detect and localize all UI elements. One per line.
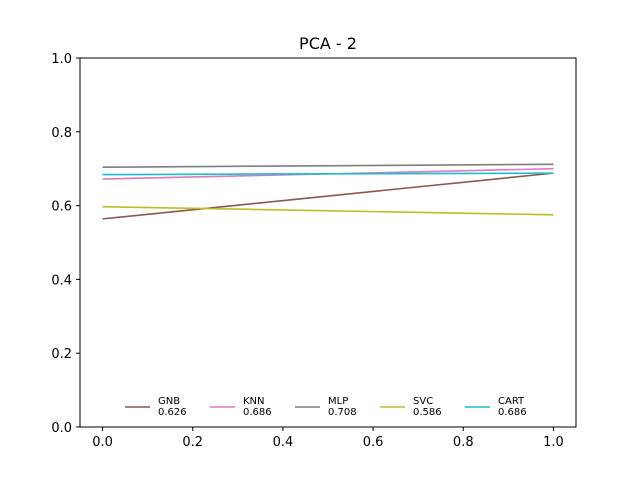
chart-title: PCA - 2 xyxy=(299,34,357,53)
x-tick-label: 1.0 xyxy=(543,435,564,450)
legend: GNB0.626KNN0.686MLP0.708SVC0.586CART0.68… xyxy=(125,396,527,418)
y-tick-label: 0.6 xyxy=(51,200,72,215)
x-tick-label: 0.6 xyxy=(363,435,384,450)
y-tick-label: 0.2 xyxy=(51,347,72,362)
legend-score-mlp: 0.708 xyxy=(328,407,357,418)
x-tick-label: 0.4 xyxy=(273,435,294,450)
series-line-gnb xyxy=(102,172,554,220)
legend-score-gnb: 0.626 xyxy=(158,407,187,418)
legend-name-gnb: GNB xyxy=(158,396,180,407)
x-tick-label: 0.0 xyxy=(92,435,113,450)
series-line-cart xyxy=(102,172,554,176)
x-tick-label: 0.2 xyxy=(182,435,203,450)
x-axis: 0.0 0.2 0.4 0.6 0.8 1.0 xyxy=(92,427,564,450)
series-line-mlp xyxy=(102,163,554,169)
series-line-svc xyxy=(102,205,554,216)
series-layer xyxy=(102,163,554,220)
x-tick-label: 0.8 xyxy=(453,435,474,450)
legend-name-mlp: MLP xyxy=(328,396,348,407)
legend-name-cart: CART xyxy=(498,396,525,407)
legend-score-knn: 0.686 xyxy=(243,407,272,418)
y-tick-label: 0.4 xyxy=(51,273,72,288)
legend-score-cart: 0.686 xyxy=(498,407,527,418)
plot-frame xyxy=(79,57,577,428)
legend-name-knn: KNN xyxy=(243,396,265,407)
y-tick-label: 0.0 xyxy=(51,421,72,436)
y-tick-label: 1.0 xyxy=(51,52,72,67)
y-axis: 0.0 0.2 0.4 0.6 0.8 1.0 xyxy=(51,52,80,436)
y-tick-label: 0.8 xyxy=(51,126,72,141)
legend-name-svc: SVC xyxy=(413,396,433,407)
legend-score-svc: 0.586 xyxy=(413,407,442,418)
